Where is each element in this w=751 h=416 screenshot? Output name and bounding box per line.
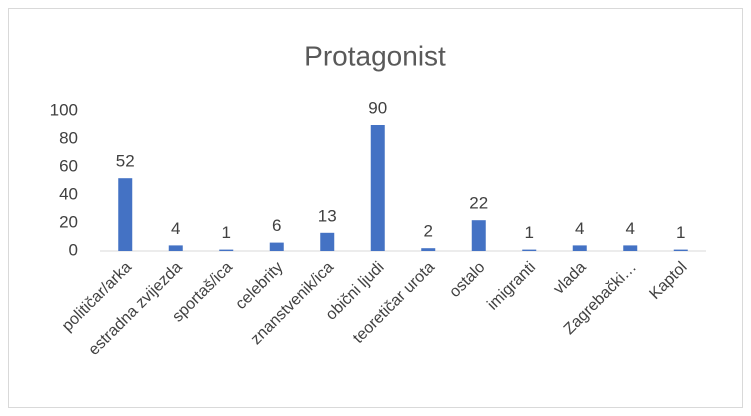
data-label: 4 [626, 219, 635, 238]
bar [370, 125, 385, 251]
bar [673, 249, 688, 251]
bar [320, 232, 335, 251]
data-label: 4 [575, 219, 584, 238]
chart-title: Protagonist [304, 40, 446, 71]
data-label: 2 [424, 222, 433, 241]
y-tick-label: 20 [59, 212, 78, 231]
data-label: 6 [272, 216, 281, 235]
bar [522, 249, 537, 251]
bar [421, 248, 436, 251]
y-tick-label: 60 [59, 156, 78, 175]
data-label: 22 [469, 194, 488, 213]
bar [471, 220, 486, 251]
data-label: 90 [368, 98, 387, 117]
bar [623, 245, 638, 251]
data-label: 13 [318, 206, 337, 225]
data-label: 1 [525, 223, 534, 242]
y-tick-label: 80 [59, 128, 78, 147]
y-tick-label: 100 [50, 100, 78, 119]
bar [118, 178, 133, 251]
data-label: 1 [222, 223, 231, 242]
bar [219, 249, 234, 251]
data-label: 52 [116, 152, 135, 171]
y-tick-label: 40 [59, 184, 78, 203]
data-label: 1 [676, 223, 685, 242]
data-label: 4 [171, 219, 180, 238]
bar [572, 245, 587, 251]
bar [269, 242, 284, 251]
y-tick-label: 0 [69, 240, 78, 259]
bar [168, 245, 183, 251]
